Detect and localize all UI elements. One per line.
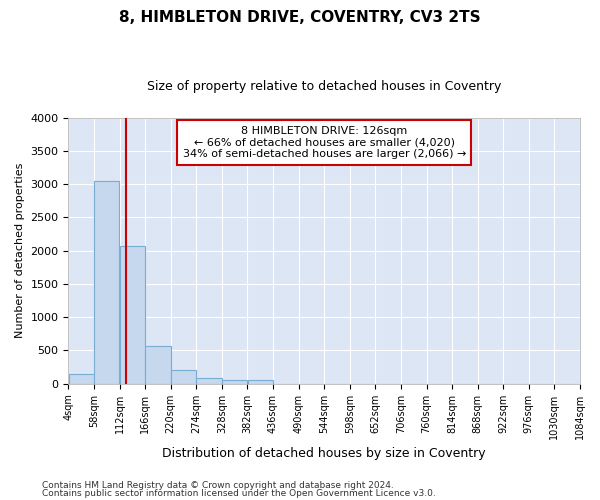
Bar [68, 374, 94, 384]
Text: Contains public sector information licensed under the Open Government Licence v3: Contains public sector information licen… [42, 488, 436, 498]
Bar [94, 181, 119, 384]
Text: Contains HM Land Registry data © Crown copyright and database right 2024.: Contains HM Land Registry data © Crown c… [42, 481, 394, 490]
Y-axis label: Number of detached properties: Number of detached properties [15, 163, 25, 338]
Bar [222, 380, 247, 384]
X-axis label: Distribution of detached houses by size in Coventry: Distribution of detached houses by size … [163, 447, 486, 460]
Bar [196, 378, 222, 384]
Bar [119, 246, 145, 384]
Bar [145, 346, 170, 384]
Title: Size of property relative to detached houses in Coventry: Size of property relative to detached ho… [147, 80, 502, 93]
Bar [248, 380, 273, 384]
Text: 8 HIMBLETON DRIVE: 126sqm
← 66% of detached houses are smaller (4,020)
34% of se: 8 HIMBLETON DRIVE: 126sqm ← 66% of detac… [182, 126, 466, 159]
Text: 8, HIMBLETON DRIVE, COVENTRY, CV3 2TS: 8, HIMBLETON DRIVE, COVENTRY, CV3 2TS [119, 10, 481, 25]
Bar [171, 370, 196, 384]
